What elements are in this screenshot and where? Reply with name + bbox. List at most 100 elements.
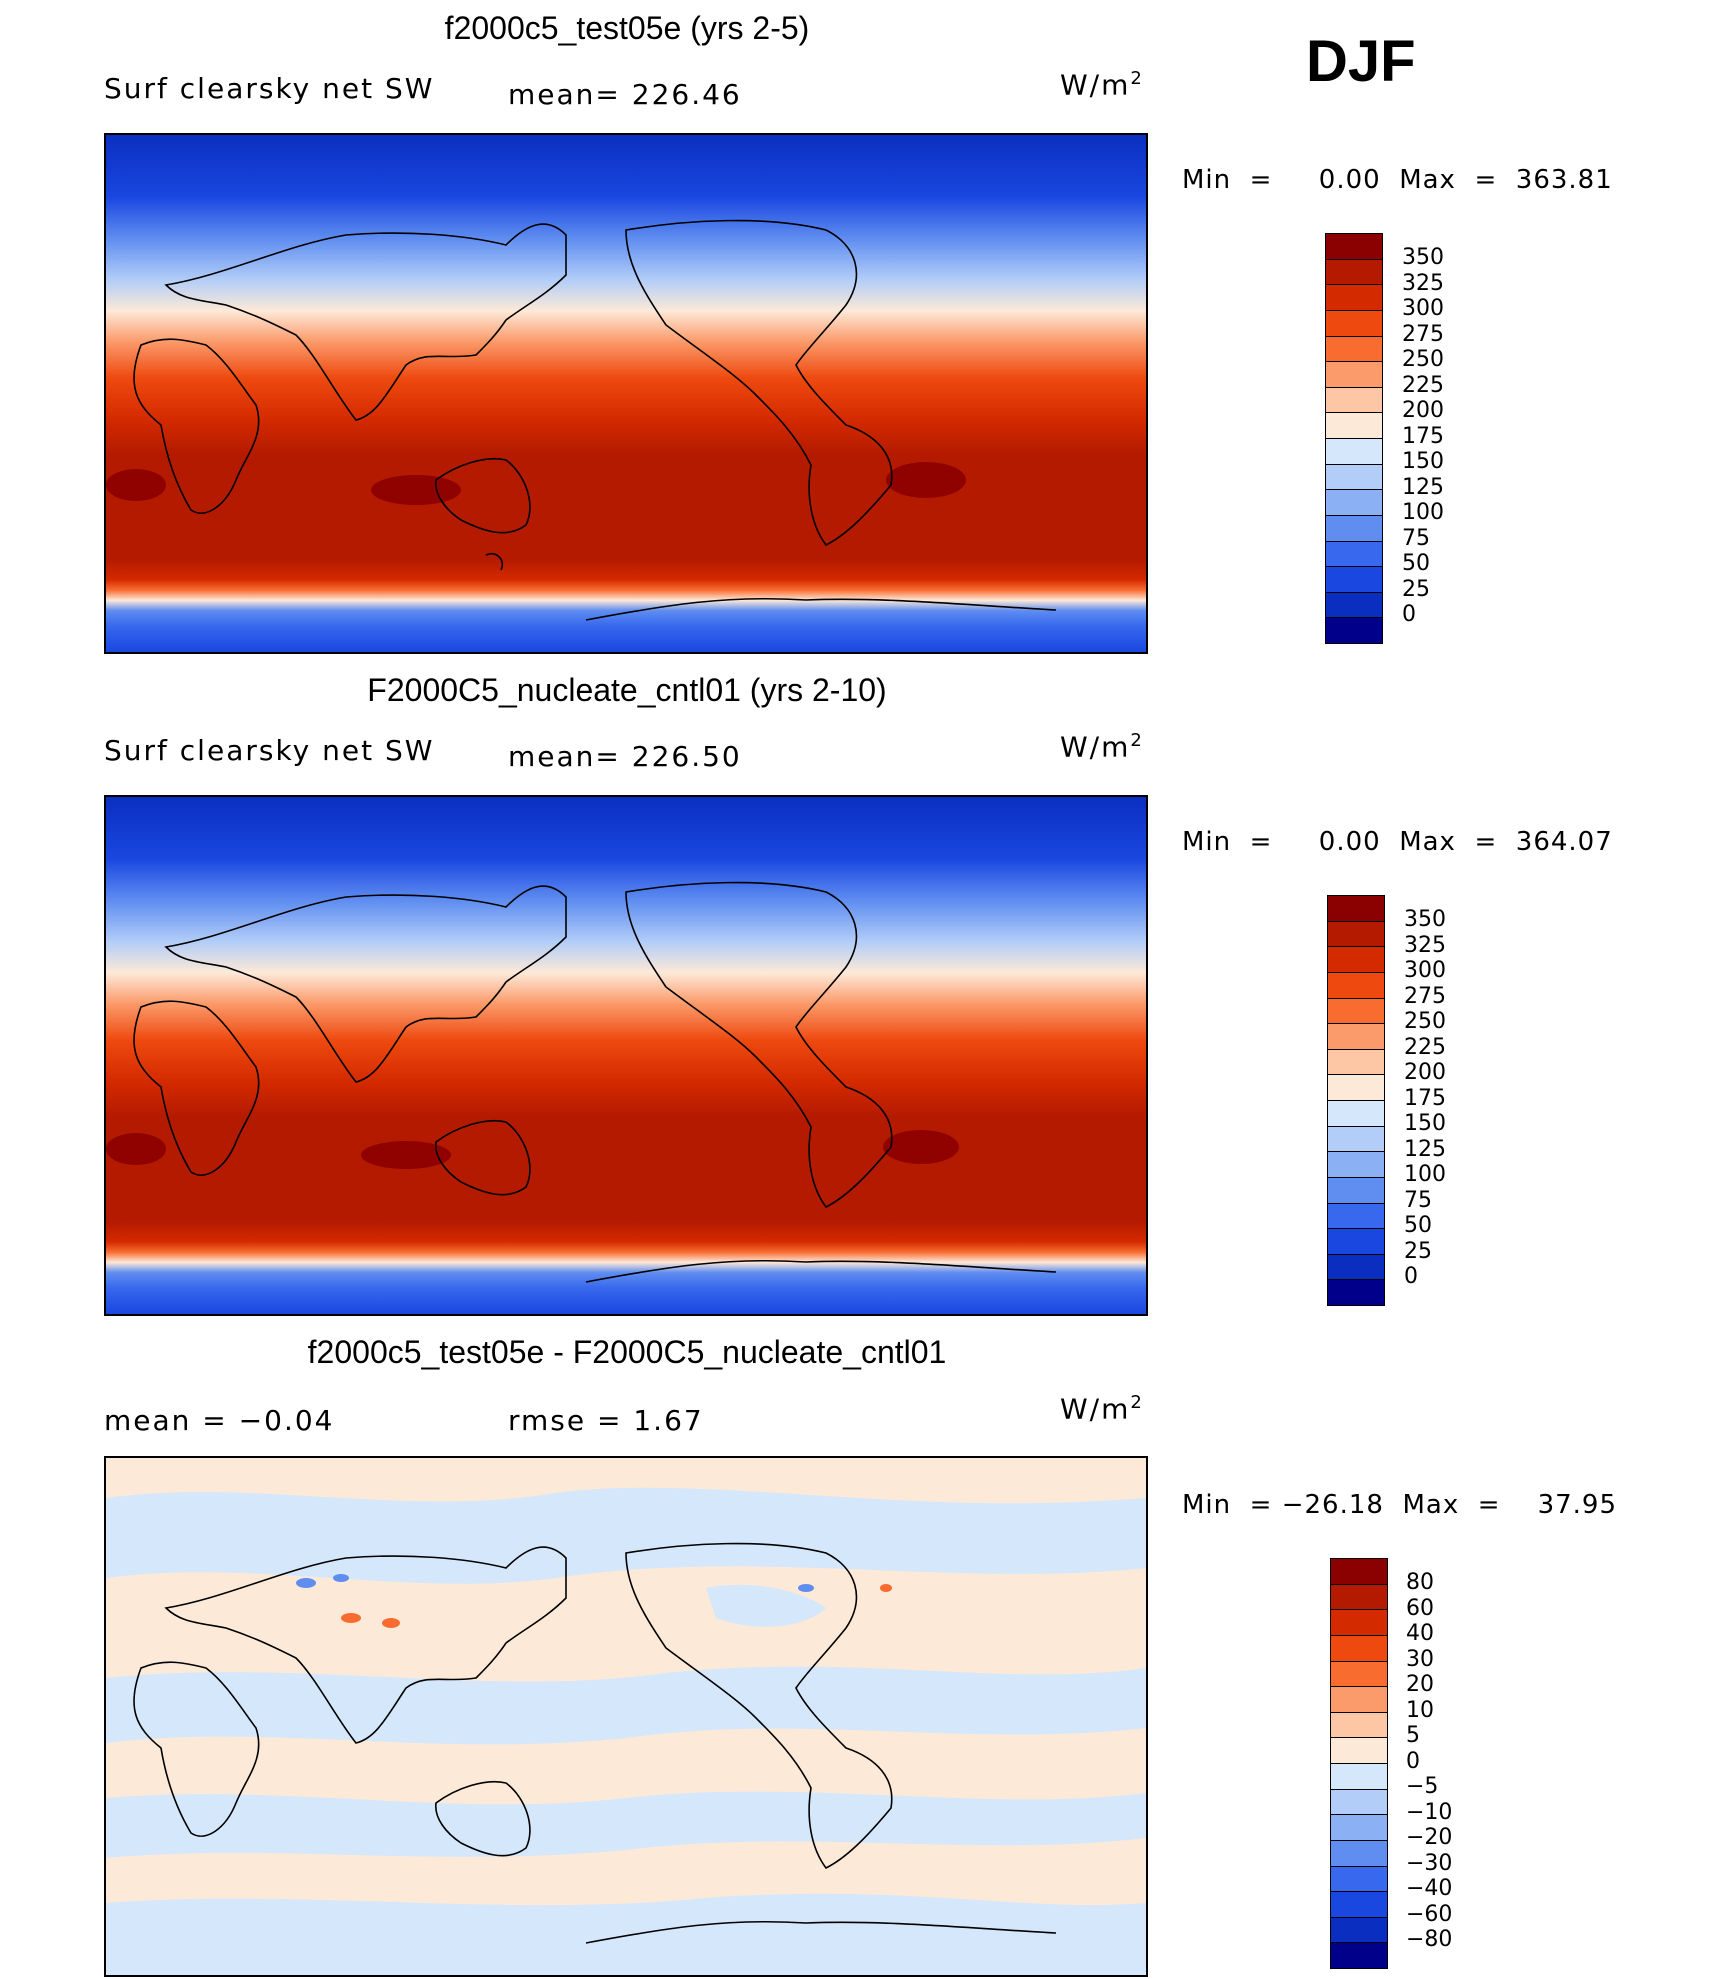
colorbar-tick-label: −30 — [1406, 1850, 1453, 1876]
panel-2-minmax: Min = 0.00 Max = 364.07 — [1182, 827, 1613, 857]
colorbar-segment — [1328, 1152, 1384, 1178]
colorbar-tick-label: −5 — [1406, 1774, 1439, 1799]
colorbar-tick-label: 325 — [1402, 270, 1444, 296]
colorbar-segment — [1328, 896, 1384, 922]
panel-3-colorbar-ticks: 80 60 40 30 20 10 5 0 −5 −10 −20 −30 −40 −60 −80 — [1406, 1570, 1452, 1953]
panel-1-mean-label: mean= 226.46 — [508, 78, 742, 111]
colorbar-tick-label: 50 — [1404, 1213, 1432, 1238]
panel-1-variable-label: Surf clearsky net SW — [104, 72, 435, 105]
panel-3-colorbar — [1330, 1558, 1388, 1969]
colorbar-segment — [1328, 972, 1384, 999]
colorbar-tick-label: 0 — [1406, 1748, 1420, 1774]
colorbar-segment — [1326, 541, 1382, 568]
panel-3-title: f2000c5_test05e - F2000C5_nucleate_cntl0… — [307, 1334, 947, 1370]
colorbar-segment — [1328, 921, 1384, 948]
panel-1-units: W/m2 — [1060, 68, 1144, 102]
colorbar-tick-label: 250 — [1402, 347, 1444, 372]
colorbar-tick-label: 275 — [1404, 983, 1446, 1009]
colorbar-segment — [1326, 592, 1382, 619]
colorbar-tick-label: 150 — [1402, 449, 1444, 474]
colorbar-segment — [1331, 1687, 1387, 1713]
colorbar-tick-label: 20 — [1406, 1672, 1434, 1697]
colorbar-segment — [1326, 285, 1382, 311]
colorbar-segment — [1331, 1840, 1387, 1867]
panel-1-map-field — [106, 135, 1146, 652]
colorbar-tick-label: −60 — [1406, 1901, 1453, 1927]
colorbar-tick-label: 100 — [1404, 1162, 1446, 1187]
colorbar-segment — [1326, 336, 1382, 363]
colorbar-tick-label: 30 — [1406, 1646, 1434, 1672]
panel-2-colorbar-ticks: 350 325 300 275 250 225 200 175 150 125 100 75 50 25 0 — [1404, 907, 1446, 1290]
colorbar-segment — [1331, 1764, 1387, 1790]
colorbar-segment — [1331, 1559, 1387, 1585]
panel-2-mean-label: mean= 226.50 — [508, 740, 742, 773]
colorbar-tick-label: 175 — [1402, 423, 1444, 449]
colorbar-segment — [1326, 490, 1382, 516]
colorbar-segment — [1326, 259, 1382, 286]
colorbar-tick-label: 300 — [1402, 296, 1444, 321]
colorbar-segment — [1328, 1254, 1384, 1281]
colorbar-segment — [1326, 464, 1382, 491]
panel-1-colorbar-ticks: 350 325 300 275 250 225 200 175 150 125 100 75 50 25 0 — [1402, 245, 1444, 628]
colorbar-tick-label: 75 — [1404, 1187, 1432, 1213]
colorbar-segment — [1331, 1712, 1387, 1739]
colorbar-tick-label: 125 — [1404, 1136, 1446, 1162]
colorbar-tick-label: 10 — [1406, 1697, 1434, 1723]
colorbar-tick-label: 200 — [1402, 398, 1444, 423]
colorbar-segment — [1326, 618, 1382, 643]
colorbar-tick-label: 25 — [1404, 1238, 1432, 1264]
panel-2-map — [104, 795, 1148, 1316]
panel-1-map — [104, 133, 1148, 654]
colorbar-tick-label: 5 — [1406, 1723, 1420, 1748]
colorbar-tick-label: 40 — [1406, 1621, 1434, 1646]
colorbar-tick-label: 250 — [1404, 1009, 1446, 1034]
colorbar-segment — [1331, 1917, 1387, 1944]
colorbar-tick-label: −10 — [1406, 1799, 1453, 1825]
colorbar-tick-label: 60 — [1406, 1595, 1434, 1621]
colorbar-tick-label: 175 — [1404, 1085, 1446, 1111]
panel-1-minmax: Min = 0.00 Max = 363.81 — [1182, 165, 1613, 195]
panel-2-colorbar — [1327, 895, 1385, 1306]
season-label: DJF — [1306, 29, 1416, 94]
colorbar-tick-label: −20 — [1406, 1825, 1453, 1850]
colorbar-tick-label: 225 — [1402, 372, 1444, 398]
colorbar-tick-label: 50 — [1402, 551, 1430, 576]
colorbar-segment — [1328, 1049, 1384, 1076]
colorbar-segment — [1331, 1738, 1387, 1764]
panel-1-title: f2000c5_test05e (yrs 2-5) — [444, 10, 810, 46]
colorbar-segment — [1328, 1203, 1384, 1230]
colorbar-tick-label: 75 — [1402, 525, 1430, 551]
panel-3-rmse-label: rmse = 1.67 — [508, 1404, 704, 1437]
panel-3-minmax: Min = −26.18 Max = 37.95 — [1182, 1490, 1618, 1520]
colorbar-tick-label: 80 — [1406, 1570, 1434, 1595]
panel-3-map — [104, 1456, 1148, 1977]
panel-2-units: W/m2 — [1060, 730, 1144, 764]
colorbar-tick-label: 125 — [1402, 474, 1444, 500]
colorbar-tick-label: 275 — [1402, 321, 1444, 347]
colorbar-tick-label: 350 — [1404, 907, 1446, 932]
colorbar-segment — [1326, 234, 1382, 260]
colorbar-segment — [1331, 1635, 1387, 1662]
colorbar-tick-label: 150 — [1404, 1111, 1446, 1136]
colorbar-segment — [1331, 1789, 1387, 1816]
panel-3-units: W/m2 — [1060, 1392, 1144, 1426]
panel-3-mean-label: mean = −0.04 — [104, 1404, 335, 1437]
colorbar-segment — [1326, 362, 1382, 388]
panel-2-map-field — [106, 797, 1146, 1314]
colorbar-tick-label: 0 — [1402, 602, 1416, 627]
colorbar-tick-label: 0 — [1404, 1264, 1418, 1289]
colorbar-segment — [1326, 310, 1382, 337]
panel-1-colorbar — [1325, 233, 1383, 644]
colorbar-segment — [1328, 998, 1384, 1025]
colorbar-segment — [1331, 1610, 1387, 1636]
panel-3-map-field — [106, 1458, 1146, 1975]
colorbar-tick-label: 200 — [1404, 1060, 1446, 1085]
colorbar-segment — [1328, 947, 1384, 973]
colorbar-tick-label: 225 — [1404, 1034, 1446, 1060]
colorbar-segment — [1326, 515, 1382, 542]
colorbar-tick-label: 350 — [1402, 245, 1444, 270]
colorbar-segment — [1328, 1280, 1384, 1305]
colorbar-segment — [1326, 439, 1382, 465]
colorbar-segment — [1331, 1815, 1387, 1841]
colorbar-segment — [1328, 1101, 1384, 1127]
